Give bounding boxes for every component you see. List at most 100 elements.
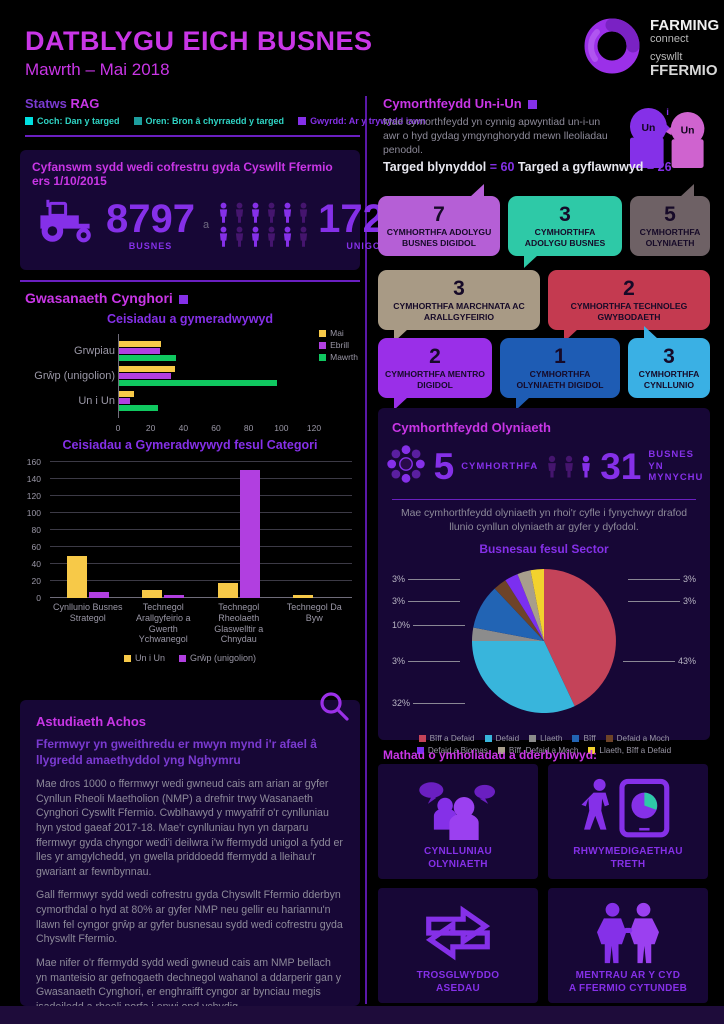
legend-item: Ebrill: [319, 340, 358, 350]
surgery-bubble: 3 CYMHORTHFA MARCHNATA AC ARALLGYFEIRIO: [378, 270, 540, 342]
logo-line-ffermio: FFERMIO: [650, 62, 718, 80]
bar: [119, 348, 160, 354]
rag-swatch: [25, 117, 33, 125]
divider: [20, 280, 360, 282]
attendees-icon: [545, 454, 593, 480]
head-right-label: Un: [681, 126, 695, 137]
surgery-bubble: 3 CYMHORTHFA ADOLYGU BUSNES: [508, 196, 622, 268]
chart-x-labels: Cynllunio Busnes Strategol Technegol Aral…: [52, 602, 342, 645]
head-left-label: Un: [641, 123, 655, 134]
pie-chart-title: Busnesau fesul Sector: [479, 542, 609, 557]
chart-plot: 0 20 40 60 80 100 120 140 160: [27, 457, 352, 603]
rag-item-green: Gwyrdd: Ar y trywydd iawn: [298, 116, 426, 126]
tile-asset-transfer: TROSGLWYDDO ASEDAU: [378, 888, 538, 1003]
farming-connect-logo: FARMING connect cyswllt FFERMIO: [582, 16, 719, 81]
chart-title: Ceisiadau a gymeradwywyd: [106, 312, 274, 326]
pie-label: 3%: [627, 574, 696, 584]
rag-swatch: [133, 117, 142, 125]
bar-group: [142, 462, 185, 598]
bar: [293, 594, 314, 598]
surgery-bubble: 2 CYMHORTHFA MENTRO DIGIDOL: [378, 338, 492, 410]
asset-transfer-icon: [425, 905, 491, 961]
rag-status-section: Statws RAG Coch: Dan y targed Oren: Bron…: [25, 96, 426, 137]
people-icons: [217, 202, 310, 248]
surgery-bubble: 1 CYMHORTHFA OLYNIAETH DIGIDOL: [500, 338, 620, 410]
pie-label: 3%: [392, 574, 461, 584]
bar: [119, 366, 175, 372]
tile-tax-liabilities: RHWYMEDIGAETHAU TRETH: [548, 764, 708, 879]
tile-label: CYNLLUNIAU OLYNIAETH: [424, 846, 492, 870]
legend-item: Bîff: [572, 734, 596, 743]
tile-label: MENTRAU AR Y CYD A FFERMIO CYTUNDEB: [568, 970, 688, 994]
legend-item: Grŵp (unigolion): [178, 653, 256, 663]
succession-heading: Cymhorthfeydd Olyniaeth: [392, 420, 551, 435]
business-count: 8797 BUSNES: [106, 196, 195, 251]
bar-group: [293, 462, 335, 598]
tile-succession-plans: CYNLLUNIAU OLYNIAETH: [378, 764, 538, 879]
bar: [217, 582, 238, 598]
surgery-count: 5: [433, 446, 455, 487]
tile-joint-ventures: MENTRAU AR Y CYD A FFERMIO CYTUNDEB: [548, 888, 708, 1003]
chart-x-axis: 0 20 40 60 80 100 120: [115, 423, 322, 433]
bar: [119, 405, 159, 411]
footer-strip: [0, 1006, 724, 1024]
rag-legend: Coch: Dan y targed Oren: Bron â chyrraed…: [25, 116, 426, 126]
logo-line-farming: FARMING: [650, 17, 720, 35]
connector-text: a: [202, 218, 210, 231]
bar: [119, 391, 134, 397]
case-study-subtitle: Ffermwyr yn gweithredu er mwyn mynd i'r …: [36, 737, 317, 767]
bar: [164, 594, 185, 598]
legend-item: Bîff, Defaid a Moch: [497, 746, 578, 755]
tile-label: TROSGLWYDDO ASEDAU: [416, 970, 500, 994]
square-icon: [178, 294, 188, 304]
page-title: DATBLYGU EICH BUSNES: [25, 26, 373, 56]
chart-title: Ceisiadau a Gymeradwywyd fesul Categori: [62, 438, 318, 452]
legend-item: Mai: [319, 328, 358, 338]
surgery-count-label: CYMHORTHFA: [461, 460, 539, 472]
pie-label: 3%: [392, 656, 461, 666]
chart-legend: Un i Un Grŵp (unigolion): [20, 653, 360, 663]
rag-swatch: [298, 117, 307, 125]
joint-venture-icon: [597, 902, 659, 964]
registration-title: Cyfanswm sydd wedi cofrestru gyda Cyswll…: [32, 160, 333, 188]
registration-totals-panel: Cyfanswm sydd wedi cofrestru gyda Cyswll…: [20, 150, 429, 270]
divider: [25, 135, 360, 137]
pie-label: 3%: [627, 596, 696, 606]
approved-requests-chart: Ceisiadau a gymeradwywyd Mai Ebrill Mawrth…: [20, 312, 360, 435]
tax-liability-icon: [581, 778, 670, 838]
attendee-count: 31: [600, 446, 642, 487]
legend-item: Defaid a Biomas: [416, 746, 488, 755]
rag-item-red: Coch: Dan y targed: [25, 116, 120, 126]
legend-item: Defaid a Moch: [605, 734, 669, 743]
case-study-panel: Astudiaeth Achos Ffermwyr yn gweithredu …: [20, 692, 360, 1024]
advisory-service-heading: Gwasanaeth Cynghori: [25, 290, 188, 306]
pie-label: 10%: [392, 620, 466, 630]
approved-by-category-chart: Ceisiadau a Gymeradwywyd fesul Categori …: [20, 438, 360, 663]
pie-chart-legend: Bîff a Defaid Defaid Llaeth Bîff Defaid a Mo…: [392, 734, 696, 755]
bar-group: Grŵp (unigolion): [34, 366, 315, 386]
head-mid-label: i: [666, 107, 669, 118]
pie-label: 43%: [622, 656, 696, 666]
un-i-un-heads-icon: Un i Un: [622, 104, 710, 173]
pie-label: 32%: [392, 698, 466, 708]
legend-item: Bîff a Defaid: [418, 734, 475, 743]
bar: [119, 373, 172, 379]
bar: [119, 380, 278, 386]
surgery-bubble: 2 CYMHORTHFA TECHNOLEG GWYBODAETH: [548, 270, 710, 342]
legend-item: Defaid: [484, 734, 519, 743]
one-to-one-description: Mae cymorthfeydd yn cynnig apwyntiad un-…: [383, 117, 608, 157]
legend-item: Llaeth: [529, 734, 562, 743]
succession-plans-icon: [419, 782, 496, 840]
succession-stats: 5 CYMHORTHFA 31 BUSNES YN MYNYCHU: [386, 443, 702, 490]
bar-group: Un i Un: [78, 391, 315, 411]
tractor-icon: [32, 198, 98, 251]
rag-title: Statws RAG: [25, 96, 100, 111]
attendee-count-label: BUSNES YN MYNYCHU: [648, 449, 704, 484]
bar: [119, 355, 177, 361]
page-subtitle: Mawrth – Mai 2018: [25, 60, 170, 79]
magnifier-icon[interactable]: [318, 690, 350, 727]
surgery-bubble: 5 CYMHORTHFA OLYNIAETH: [630, 184, 710, 256]
bar: [239, 469, 260, 598]
succession-description: Mae cymhorthfeydd olyniaeth yn rhoi'r cy…: [400, 508, 688, 534]
